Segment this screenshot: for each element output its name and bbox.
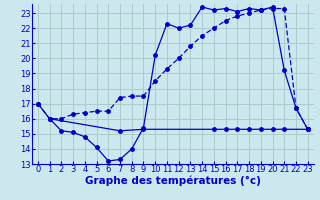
X-axis label: Graphe des températures (°c): Graphe des températures (°c)	[85, 176, 261, 186]
